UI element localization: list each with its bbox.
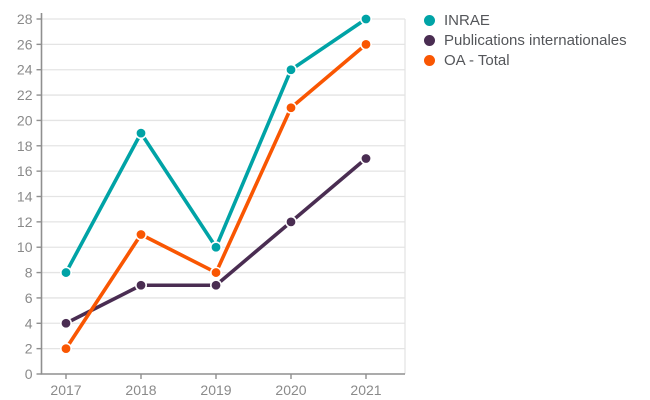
y-tick-label-16: 16 <box>17 163 33 179</box>
y-tick-label-24: 24 <box>17 62 33 78</box>
y-tick-label-12: 12 <box>17 214 33 230</box>
y-tick-label-2: 2 <box>25 341 33 357</box>
data-point-publications-internationales-2020 <box>284 215 297 228</box>
y-tick-label-6: 6 <box>25 290 33 306</box>
data-point-inrae-2021 <box>359 13 372 25</box>
data-point-oa-total-2018 <box>135 228 148 241</box>
legend-swatch-publications-icon <box>424 34 435 46</box>
y-tick-label-14: 14 <box>17 189 33 205</box>
x-tick-label-2020: 2020 <box>275 382 306 398</box>
data-point-inrae-2017 <box>59 266 72 279</box>
legend-item-inrae[interactable]: INRAE <box>424 10 627 30</box>
data-point-publications-internationales-2019 <box>210 279 223 292</box>
x-tick-label-2018: 2018 <box>125 382 156 398</box>
y-tick-label-22: 22 <box>17 87 33 103</box>
data-point-inrae-2019 <box>210 241 223 254</box>
legend-swatch-inrae-icon <box>424 14 435 26</box>
data-point-publications-internationales-2017 <box>59 317 72 330</box>
legend-item-publications-internationales[interactable]: Publications internationales <box>424 30 627 50</box>
x-tick-label-2021: 2021 <box>350 382 381 398</box>
y-tick-label-0: 0 <box>25 366 33 382</box>
x-tick-label-2017: 2017 <box>50 382 81 398</box>
y-tick-label-8: 8 <box>25 265 33 281</box>
data-point-publications-internationales-2018 <box>135 279 148 292</box>
legend-swatch-oa-total-icon <box>424 54 435 66</box>
legend-item-oa-total[interactable]: OA - Total <box>424 50 627 70</box>
legend-label-inrae: INRAE <box>444 11 490 29</box>
y-tick-label-20: 20 <box>17 112 33 128</box>
data-point-oa-total-2019 <box>210 266 223 279</box>
data-point-oa-total-2020 <box>284 101 297 114</box>
y-tick-label-18: 18 <box>17 138 33 154</box>
legend-label-publications: Publications internationales <box>444 31 627 49</box>
y-tick-label-4: 4 <box>25 315 33 331</box>
x-tick-label-2019: 2019 <box>200 382 231 398</box>
y-tick-label-28: 28 <box>17 11 33 27</box>
data-point-oa-total-2017 <box>59 342 72 355</box>
data-point-inrae-2018 <box>135 127 148 140</box>
data-point-publications-internationales-2021 <box>359 152 372 165</box>
y-tick-label-26: 26 <box>17 36 33 52</box>
data-point-oa-total-2021 <box>359 38 372 51</box>
legend-label-oa-total: OA - Total <box>444 51 510 69</box>
y-tick-label-10: 10 <box>17 239 33 255</box>
chart-legend: INRAE Publications internationales OA - … <box>424 10 627 70</box>
data-point-inrae-2020 <box>284 63 297 76</box>
